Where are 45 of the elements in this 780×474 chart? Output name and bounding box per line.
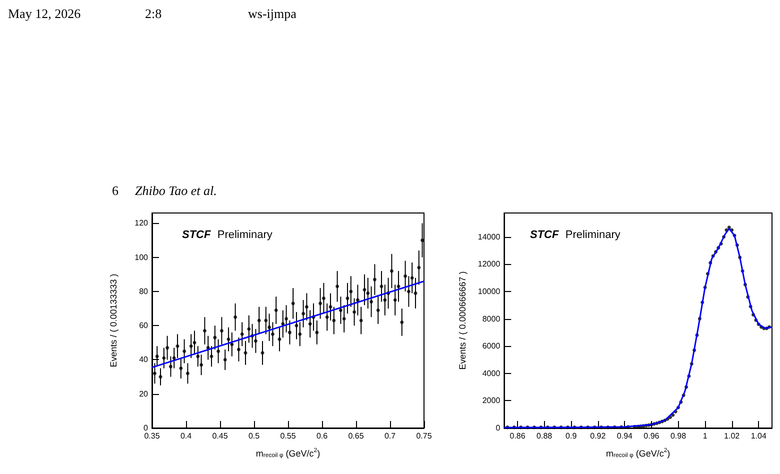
- y-tick-label: 60: [139, 321, 149, 330]
- y-tick-label: 100: [134, 252, 149, 262]
- y-tick-label: 40: [139, 355, 149, 364]
- x-tick-label: 0.4: [180, 432, 192, 440]
- x-tick-label: 0.92: [590, 432, 606, 440]
- text: 6: [112, 183, 118, 199]
- x-tick-label: 0.75: [416, 432, 432, 440]
- x-tick-label: 0.86: [510, 432, 526, 440]
- y-tick-label: 0: [144, 424, 149, 432]
- y-tick-label: 12000: [478, 260, 501, 269]
- annotation: Preliminary: [565, 229, 621, 241]
- text: Zhibo Tao et al.: [135, 183, 217, 199]
- y-tick-label: 14000: [478, 232, 501, 242]
- x-tick-label: 0.88: [536, 432, 553, 440]
- y-tick-label: 8000: [482, 314, 501, 324]
- x-tick-label: 0.35: [144, 432, 160, 440]
- y-axis-title: Events / ( 0.00133333 ): [108, 274, 118, 368]
- y-tick-label: 80: [139, 286, 149, 296]
- x-tick-label: 0.5: [248, 432, 260, 440]
- y-tick-label: 10000: [478, 286, 501, 296]
- y-tick-label: 0: [496, 424, 501, 432]
- y-tick-label: 120: [134, 218, 149, 228]
- text: 2:8: [145, 6, 162, 22]
- annotation: Preliminary: [217, 229, 273, 241]
- x-tick-label: 0.65: [348, 432, 364, 440]
- text: ws-ijmpa: [248, 6, 296, 22]
- x-tick-label: 0.55: [280, 432, 296, 440]
- x-tick-label: 0.45: [212, 432, 228, 440]
- x-tick-label: 0.96: [644, 432, 660, 440]
- x-tick-label: 1.04: [750, 432, 767, 440]
- x-tick-label: 1.02: [724, 432, 740, 440]
- y-tick-label: 2000: [482, 396, 501, 406]
- y-tick-label: 6000: [482, 342, 501, 351]
- x-tick-label: 0.9: [566, 432, 578, 440]
- x-tick-label: 0.6: [316, 432, 328, 440]
- x-tick-label: 0.94: [616, 432, 634, 440]
- y-tick-label: 4000: [482, 368, 501, 378]
- x-tick-label: 1: [702, 432, 708, 440]
- text: May 12, 2026: [8, 6, 81, 22]
- y-axis-title: Events / ( 0.000666667 ): [458, 271, 468, 370]
- x-tick-label: 0.7: [384, 432, 396, 440]
- y-tick-label: 20: [139, 389, 149, 398]
- x-tick-label: 0.98: [670, 432, 687, 440]
- annotation: STCF: [530, 229, 559, 241]
- annotation: STCF: [182, 229, 211, 241]
